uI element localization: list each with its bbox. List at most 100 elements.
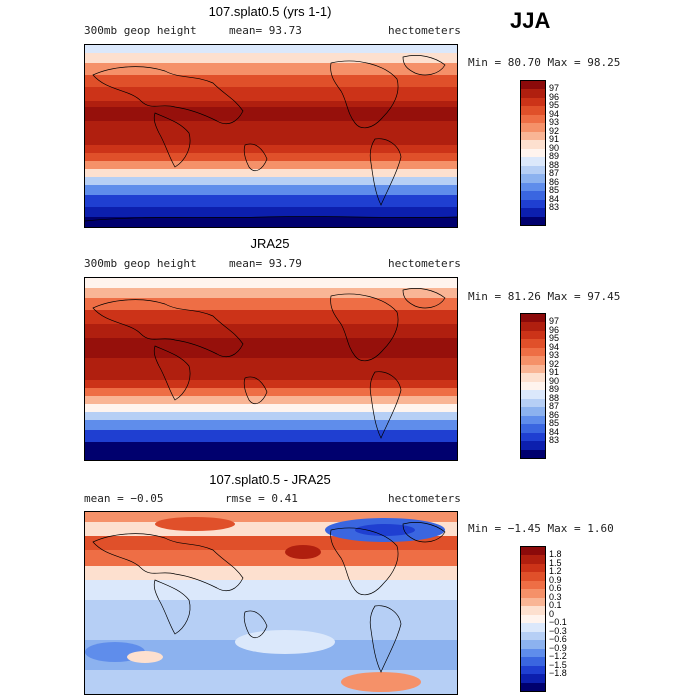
colorbar-swatch bbox=[521, 140, 545, 149]
colorbar-tick-label: 92 bbox=[549, 125, 560, 136]
colorbar-swatch bbox=[521, 114, 545, 124]
colorbar-swatch bbox=[521, 623, 545, 632]
colorbar-swatch bbox=[521, 174, 545, 183]
colorbar-tick-label: 0.1 bbox=[549, 600, 562, 611]
colorbar-swatch bbox=[521, 398, 545, 408]
colorbar-swatch bbox=[521, 314, 545, 323]
colorbar-swatch bbox=[521, 589, 545, 598]
colorbar-tick-label: −0.3 bbox=[549, 625, 567, 636]
panel-1-minmax-label: Min = 80.70 Max = 98.25 bbox=[468, 56, 621, 69]
colorbar-tick-label: 95 bbox=[549, 333, 560, 344]
colorbar-swatch bbox=[521, 148, 545, 158]
colorbar-tick-label: 89 bbox=[549, 151, 560, 162]
colorbar-tick-label: 91 bbox=[549, 134, 560, 145]
colorbar-swatch bbox=[521, 648, 545, 658]
colorbar-tick-label: 91 bbox=[549, 367, 560, 378]
colorbar-tick-label: −0.9 bbox=[549, 642, 567, 653]
colorbar-swatch bbox=[521, 432, 545, 442]
panel-3-mean-label: mean = −0.05 bbox=[84, 492, 164, 505]
colorbar-swatch bbox=[521, 97, 545, 107]
panel-2-minmax-label: Min = 81.26 Max = 97.45 bbox=[468, 290, 621, 303]
colorbar-tick-label: 0.6 bbox=[549, 583, 562, 594]
colorbar-tick-label: 84 bbox=[549, 426, 560, 437]
colorbar-tick-label: 88 bbox=[549, 392, 560, 403]
colorbar-tick-label: 83 bbox=[549, 435, 560, 446]
panel-2-variable-label: 300mb geop height bbox=[84, 257, 197, 270]
colorbar-tick-label: 94 bbox=[549, 341, 560, 352]
panel-3-units-label: hectometers bbox=[388, 492, 461, 505]
panel-3-map bbox=[84, 511, 458, 695]
colorbar-swatch bbox=[521, 674, 545, 683]
colorbar-tick-label: 87 bbox=[549, 168, 560, 179]
colorbar-swatch bbox=[521, 89, 545, 98]
colorbar-tick-label: 94 bbox=[549, 108, 560, 119]
panel-3-title: 107.splat0.5 - JRA25 bbox=[209, 472, 331, 487]
colorbar-swatch bbox=[521, 216, 545, 225]
colorbar-tick-label: 86 bbox=[549, 176, 560, 187]
colorbar-tick-label: 95 bbox=[549, 100, 560, 111]
panel-3-minmax-label: Min = −1.45 Max = 1.60 bbox=[468, 522, 614, 535]
colorbar-tick-label: 85 bbox=[549, 418, 560, 429]
colorbar-swatch bbox=[521, 356, 545, 365]
colorbar-tick-label: 92 bbox=[549, 358, 560, 369]
panel-1-map bbox=[84, 44, 458, 228]
colorbar-swatch bbox=[521, 106, 545, 115]
colorbar-tick-label: 97 bbox=[549, 316, 560, 327]
panel-1-colorbar-swatches bbox=[521, 81, 545, 225]
colorbar-tick-label: 83 bbox=[549, 202, 560, 213]
panel-2-colorbar bbox=[520, 313, 546, 459]
colorbar-tick-label: 1.2 bbox=[549, 566, 562, 577]
panel-2-colorbar-swatches bbox=[521, 314, 545, 458]
colorbar-swatch bbox=[521, 208, 545, 217]
panel-1-units-label: hectometers bbox=[388, 24, 461, 37]
colorbar-tick-label: 93 bbox=[549, 117, 560, 128]
colorbar-tick-label: 0.9 bbox=[549, 574, 562, 585]
colorbar-tick-label: −0.6 bbox=[549, 634, 567, 645]
colorbar-swatch bbox=[521, 339, 545, 348]
colorbar-swatch bbox=[521, 665, 545, 675]
colorbar-swatch bbox=[521, 191, 545, 200]
colorbar-swatch bbox=[521, 364, 545, 374]
colorbar-swatch bbox=[521, 347, 545, 357]
colorbar-swatch bbox=[521, 322, 545, 331]
colorbar-swatch bbox=[521, 123, 545, 132]
colorbar-swatch bbox=[521, 407, 545, 416]
colorbar-swatch bbox=[521, 165, 545, 175]
panel-2-units-label: hectometers bbox=[388, 257, 461, 270]
panel-1-variable-label: 300mb geop height bbox=[84, 24, 197, 37]
season-label: JJA bbox=[510, 8, 551, 33]
colorbar-tick-label: −1.2 bbox=[549, 651, 567, 662]
colorbar-swatch bbox=[521, 555, 545, 564]
colorbar-tick-label: −1.8 bbox=[549, 668, 567, 679]
colorbar-tick-label: 1.8 bbox=[549, 549, 562, 560]
colorbar-swatch bbox=[521, 657, 545, 666]
colorbar-swatch bbox=[521, 182, 545, 192]
colorbar-swatch bbox=[521, 682, 545, 691]
colorbar-swatch bbox=[521, 199, 545, 209]
colorbar-swatch bbox=[521, 381, 545, 391]
colorbar-swatch bbox=[521, 441, 545, 450]
colorbar-swatch bbox=[521, 373, 545, 382]
colorbar-swatch bbox=[521, 640, 545, 649]
colorbar-tick-label: 97 bbox=[549, 83, 560, 94]
panel-1-mean-label: mean= 93.73 bbox=[229, 24, 302, 37]
colorbar-tick-label: 88 bbox=[549, 159, 560, 170]
colorbar-swatch bbox=[521, 547, 545, 556]
colorbar-swatch bbox=[521, 81, 545, 90]
colorbar-tick-label: 87 bbox=[549, 401, 560, 412]
colorbar-swatch bbox=[521, 390, 545, 399]
colorbar-tick-label: 90 bbox=[549, 142, 560, 153]
colorbar-tick-label: −1.5 bbox=[549, 659, 567, 670]
colorbar-tick-label: 93 bbox=[549, 350, 560, 361]
colorbar-tick-label: 90 bbox=[549, 375, 560, 386]
colorbar-tick-label: 89 bbox=[549, 384, 560, 395]
colorbar-swatch bbox=[521, 131, 545, 141]
colorbar-tick-label: 84 bbox=[549, 193, 560, 204]
colorbar-tick-label: 0.3 bbox=[549, 591, 562, 602]
colorbar-swatch bbox=[521, 415, 545, 425]
colorbar-swatch bbox=[521, 614, 545, 624]
panel-3-colorbar bbox=[520, 546, 546, 692]
colorbar-tick-label: 85 bbox=[549, 185, 560, 196]
panel-1-colorbar bbox=[520, 80, 546, 226]
colorbar-swatch bbox=[521, 424, 545, 433]
